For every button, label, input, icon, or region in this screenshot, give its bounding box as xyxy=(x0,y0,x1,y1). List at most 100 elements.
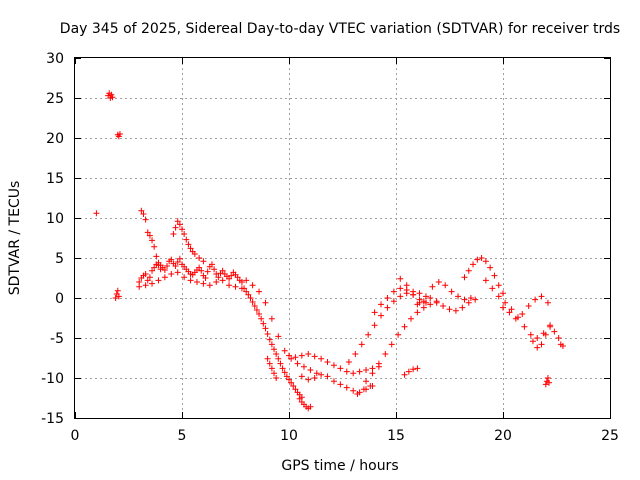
data-point-marker xyxy=(226,275,233,282)
data-point-marker xyxy=(211,266,218,273)
data-point-marker xyxy=(260,320,267,327)
data-point-marker xyxy=(277,360,284,367)
data-point-marker xyxy=(264,331,271,337)
data-point-marker xyxy=(542,331,549,338)
data-point-marker xyxy=(318,371,325,378)
data-point-marker xyxy=(500,290,506,297)
data-point-marker xyxy=(271,370,278,377)
data-point-marker xyxy=(215,274,222,281)
data-point-marker xyxy=(410,366,417,373)
data-point-marker xyxy=(465,267,472,274)
data-point-marker xyxy=(183,236,190,243)
series-peak-19h xyxy=(461,255,506,297)
grid-lines xyxy=(75,58,610,418)
data-point-marker xyxy=(470,261,477,268)
x-tick-label: 10 xyxy=(280,428,298,444)
data-point-marker xyxy=(241,285,248,292)
data-point-marker xyxy=(369,370,376,377)
data-point-marker xyxy=(149,267,156,274)
data-point-marker xyxy=(546,379,553,386)
series-late-low-point xyxy=(542,375,553,388)
data-point-marker xyxy=(286,352,292,359)
series-rise-15h-upper xyxy=(371,285,429,316)
data-point-marker xyxy=(482,258,489,265)
data-point-marker xyxy=(256,311,263,317)
data-point-marker xyxy=(153,253,160,260)
data-point-marker xyxy=(489,285,496,292)
data-point-marker xyxy=(313,370,320,377)
series-late-end xyxy=(547,323,566,349)
series-short-arc-16h xyxy=(401,365,421,378)
data-point-marker xyxy=(249,282,256,289)
data-point-marker xyxy=(529,338,536,345)
data-point-marker xyxy=(196,255,203,261)
data-point-marker xyxy=(352,351,359,357)
data-point-marker xyxy=(433,298,440,305)
data-point-marker xyxy=(271,346,278,353)
data-point-marker xyxy=(198,267,205,274)
data-point-marker xyxy=(360,386,367,393)
series-early-low xyxy=(112,287,122,301)
data-point-marker xyxy=(403,282,410,289)
data-point-marker xyxy=(508,306,515,313)
data-point-marker xyxy=(337,381,344,388)
data-point-marker xyxy=(176,255,183,262)
data-point-marker xyxy=(116,131,123,137)
data-point-marker xyxy=(330,378,337,385)
data-point-marker xyxy=(294,360,301,367)
data-point-marker xyxy=(142,282,149,289)
data-point-marker xyxy=(140,211,147,217)
data-point-marker xyxy=(298,352,305,359)
data-point-marker xyxy=(491,272,498,279)
data-point-marker xyxy=(414,301,421,308)
data-point-marker xyxy=(363,378,370,385)
data-point-marker xyxy=(176,221,183,228)
data-point-marker xyxy=(170,231,177,237)
data-point-marker xyxy=(487,264,494,271)
data-point-marker xyxy=(384,295,391,301)
data-point-marker xyxy=(401,371,408,378)
y-tick-label: -10 xyxy=(41,371,64,387)
data-point-marker xyxy=(367,383,374,389)
data-point-marker xyxy=(307,367,314,373)
data-point-marker xyxy=(208,261,215,268)
data-point-marker xyxy=(191,251,198,257)
data-point-marker xyxy=(196,264,203,271)
data-point-marker xyxy=(245,291,252,298)
data-point-marker xyxy=(292,386,299,393)
data-point-marker xyxy=(482,277,489,284)
y-axis-title: SDTVAR / TECUs xyxy=(7,181,23,296)
data-point-marker xyxy=(324,373,331,380)
data-point-marker xyxy=(307,403,314,410)
series-mid-16to19-low xyxy=(414,295,479,314)
data-points xyxy=(93,90,566,412)
data-point-marker xyxy=(495,282,502,289)
plot-frame xyxy=(74,57,611,419)
data-point-marker xyxy=(414,309,421,316)
data-point-marker xyxy=(397,275,404,282)
data-point-marker xyxy=(555,335,562,341)
data-point-marker xyxy=(527,331,534,338)
data-point-marker xyxy=(538,341,545,348)
data-point-marker xyxy=(375,360,382,367)
x-tick-label: 0 xyxy=(71,428,80,444)
data-point-marker xyxy=(193,279,200,285)
data-point-marker xyxy=(174,259,181,265)
data-point-marker xyxy=(358,341,365,348)
data-point-marker xyxy=(397,285,404,292)
data-point-marker xyxy=(455,293,462,300)
data-point-marker xyxy=(365,331,372,338)
data-point-marker xyxy=(181,274,188,281)
data-point-marker xyxy=(452,307,459,314)
data-point-marker xyxy=(429,283,436,290)
data-point-marker xyxy=(384,304,391,311)
series-rise-15h xyxy=(345,288,423,365)
data-point-marker xyxy=(146,274,153,281)
data-point-marker xyxy=(174,269,181,276)
data-point-marker xyxy=(109,94,116,101)
data-point-marker xyxy=(311,353,318,360)
data-point-marker xyxy=(149,237,156,244)
data-point-marker xyxy=(311,375,318,381)
data-point-marker xyxy=(268,315,275,322)
data-point-marker xyxy=(275,355,282,362)
